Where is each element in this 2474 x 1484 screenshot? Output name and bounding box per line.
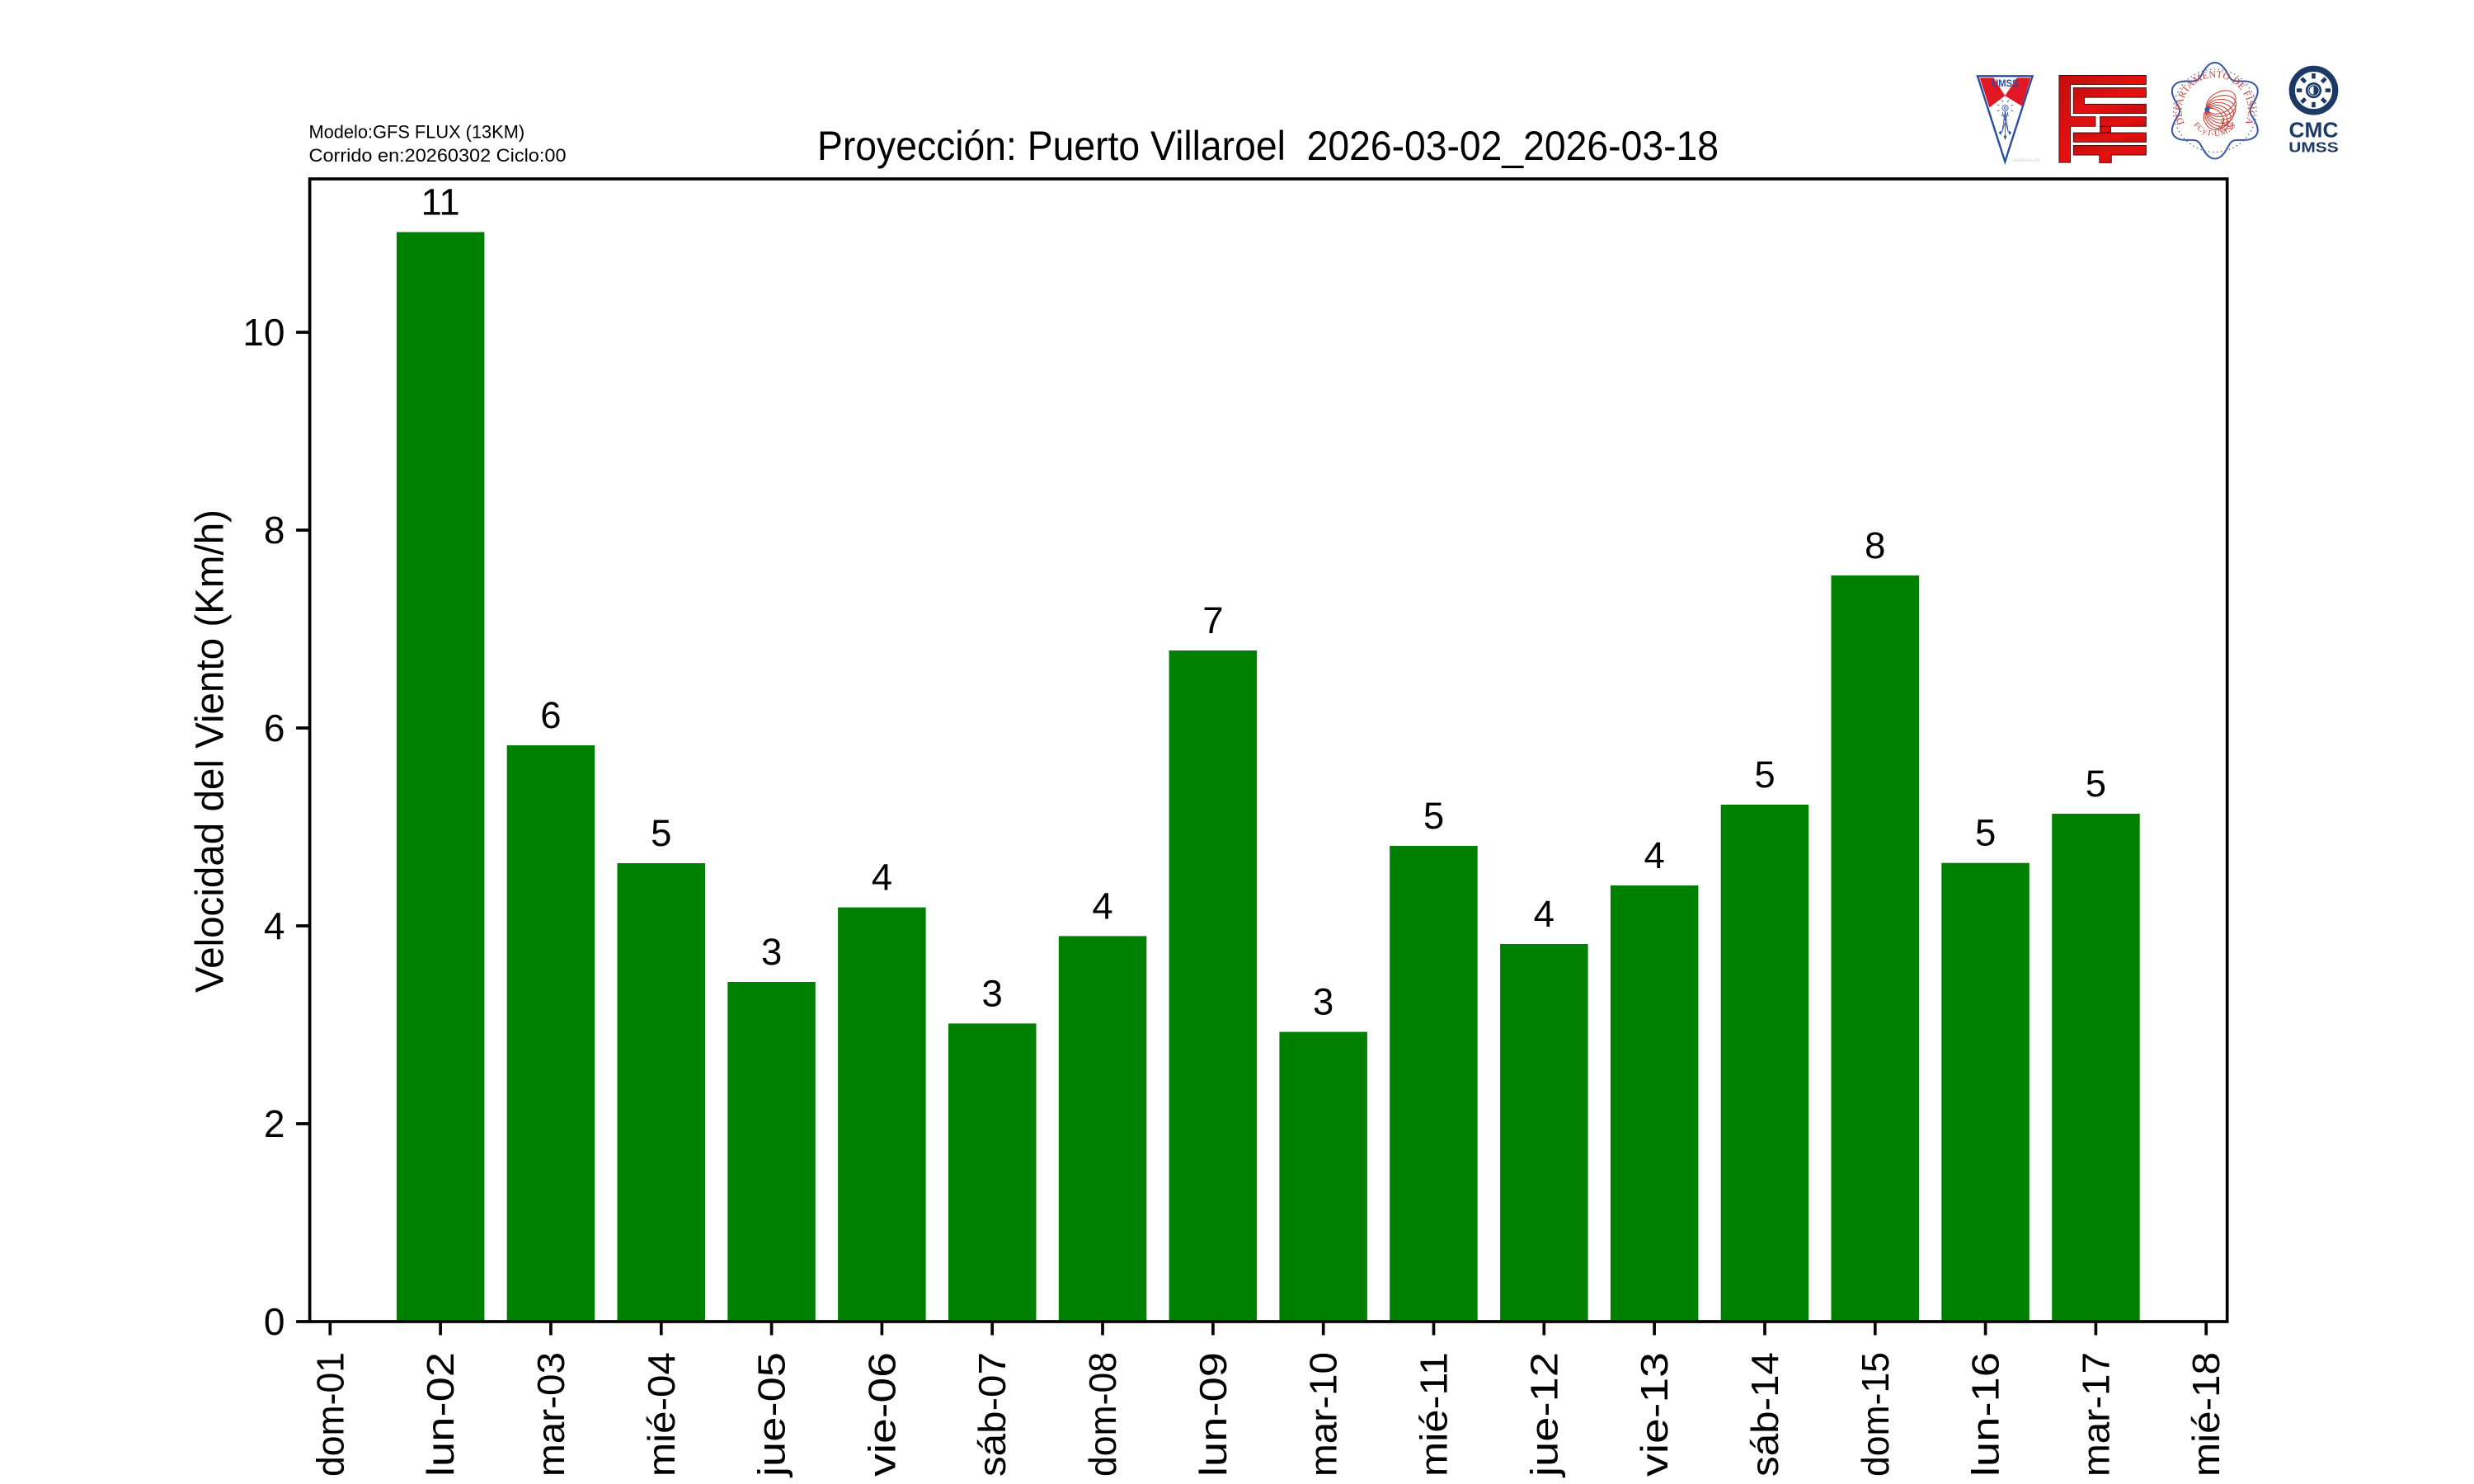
svg-text:UMSS: UMSS	[2288, 139, 2338, 156]
svg-text:Velocidad del Viento (Km/h): Velocidad del Viento (Km/h)	[188, 510, 233, 993]
svg-text:mié-18: mié-18	[2185, 1352, 2227, 1477]
svg-text:5: 5	[651, 812, 671, 854]
svg-text:jue-05: jue-05	[750, 1352, 793, 1478]
svg-text:creadictivo.com: creadictivo.com	[2013, 158, 2041, 163]
svg-text:vie-13: vie-13	[1633, 1352, 1676, 1477]
svg-text:6: 6	[540, 694, 561, 736]
svg-text:mar-03: mar-03	[529, 1352, 572, 1477]
svg-text:mar-17: mar-17	[2074, 1352, 2117, 1477]
svg-text:sáb-14: sáb-14	[1743, 1352, 1786, 1477]
svg-text:lun-09: lun-09	[1192, 1352, 1235, 1477]
svg-text:dom-01: dom-01	[308, 1352, 351, 1477]
svg-text:11: 11	[421, 181, 459, 223]
svg-text:dom-08: dom-08	[1081, 1352, 1124, 1477]
svg-text:3: 3	[761, 931, 782, 973]
svg-text:4: 4	[1534, 893, 1554, 935]
svg-text:5: 5	[2086, 763, 2106, 805]
svg-text:Corrido en:20260302 Ciclo:00: Corrido en:20260302 Ciclo:00	[309, 145, 567, 166]
svg-text:lun-02: lun-02	[419, 1352, 462, 1477]
svg-text:3: 3	[982, 972, 1003, 1014]
svg-text:4: 4	[1092, 885, 1112, 927]
svg-text:8: 8	[264, 509, 285, 552]
svg-text:Modelo:GFS FLUX (13KM): Modelo:GFS FLUX (13KM)	[309, 122, 525, 143]
svg-text:5: 5	[1423, 795, 1444, 837]
svg-text:vie-06: vie-06	[860, 1352, 903, 1477]
svg-text:10: 10	[242, 311, 285, 354]
svg-text:4: 4	[264, 904, 285, 947]
svg-text:2: 2	[264, 1102, 285, 1145]
svg-text:dom-15: dom-15	[1854, 1352, 1897, 1477]
svg-text:4: 4	[872, 857, 892, 899]
svg-text:5: 5	[1975, 812, 1996, 854]
svg-text:8: 8	[1865, 524, 1885, 566]
svg-text:5: 5	[1754, 754, 1775, 796]
svg-text:sáb-07: sáb-07	[971, 1352, 1014, 1477]
svg-text:4: 4	[1644, 834, 1664, 876]
svg-text:Proyección: Puerto Villaroel: Proyección: Puerto Villaroel 2026-03-02_…	[817, 123, 1719, 169]
svg-text:mar-10: mar-10	[1302, 1352, 1345, 1477]
svg-text:jue-12: jue-12	[1522, 1352, 1565, 1478]
svg-text:3: 3	[1313, 981, 1333, 1023]
svg-text:UMSS: UMSS	[1992, 77, 2018, 89]
svg-text:7: 7	[1202, 599, 1223, 641]
svg-text:0: 0	[264, 1300, 285, 1343]
svg-text:mié-11: mié-11	[1413, 1352, 1456, 1477]
svg-text:CMC: CMC	[2289, 117, 2339, 142]
svg-text:lun-16: lun-16	[1964, 1352, 2007, 1477]
svg-text:6: 6	[264, 707, 285, 749]
svg-text:mié-04: mié-04	[640, 1352, 683, 1477]
